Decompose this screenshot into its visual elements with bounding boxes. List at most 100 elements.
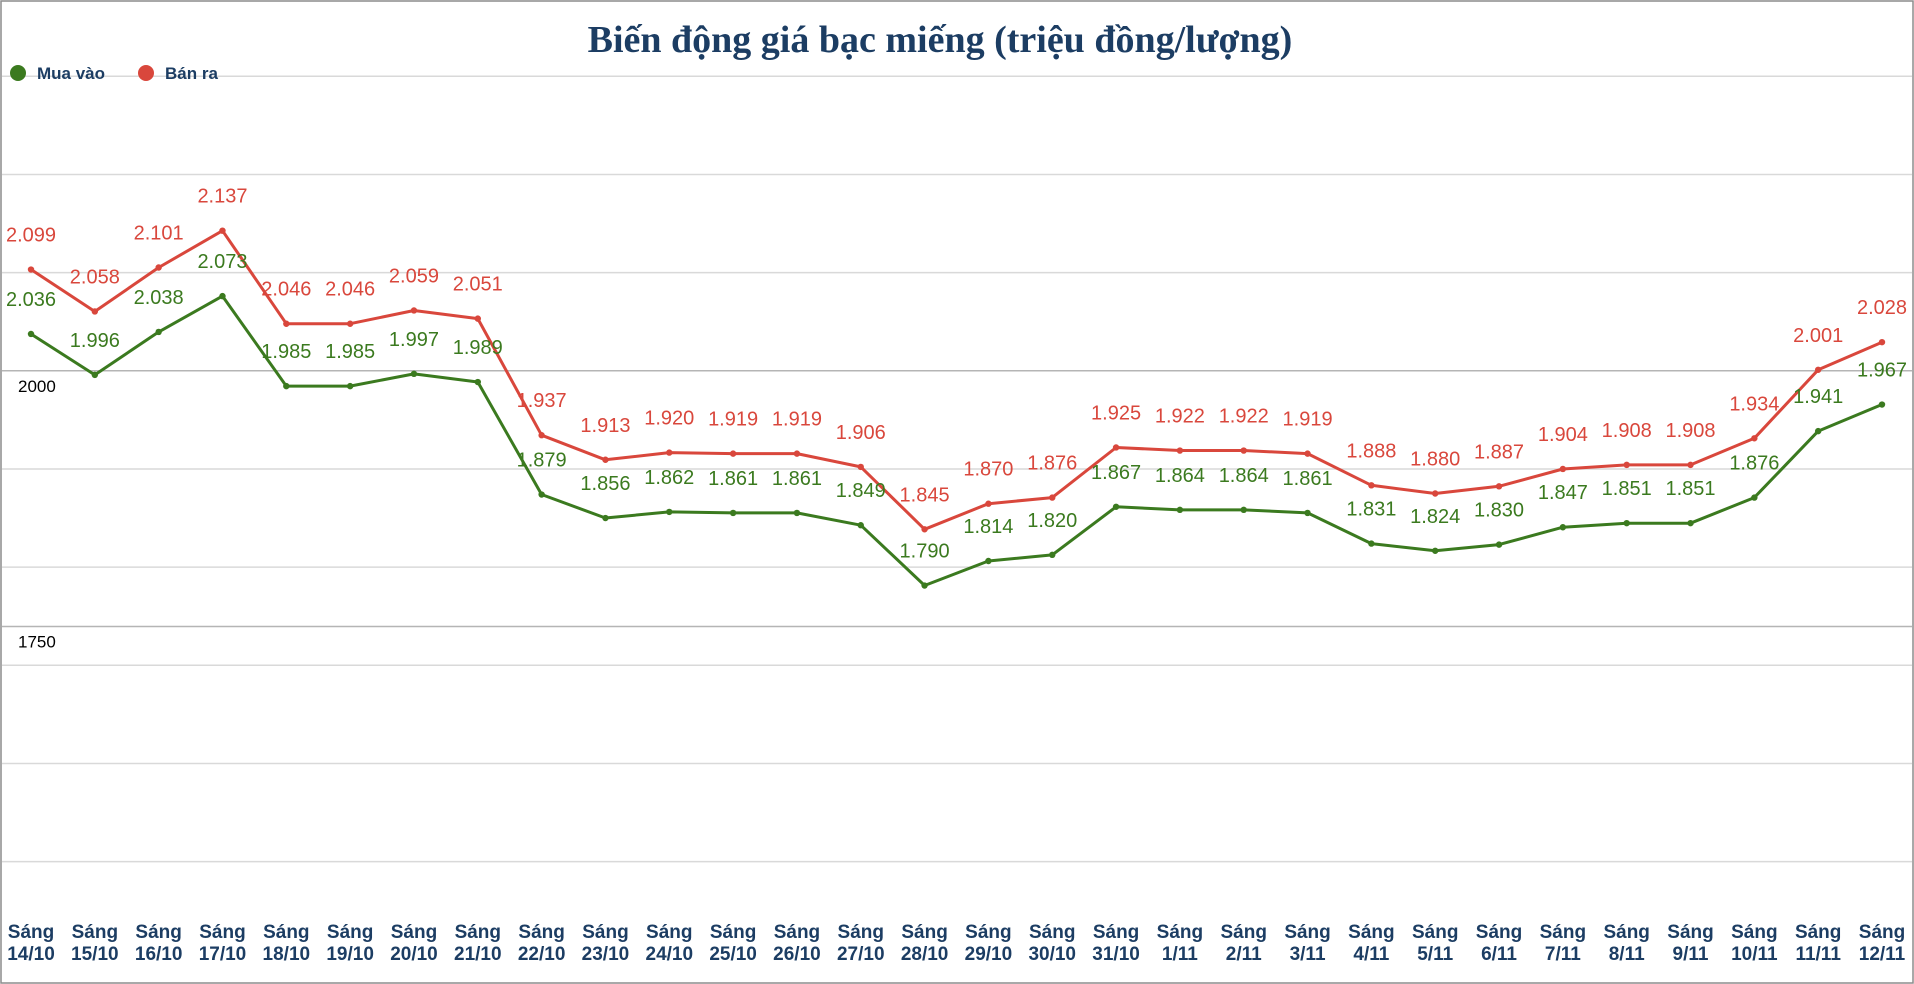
point-mua-vao-25 [1623, 519, 1630, 527]
point-mua-vao-3 [219, 292, 226, 300]
data-label-mua-vao-21: 1.831 [1346, 499, 1396, 521]
xtick-line1-11: Sáng [710, 922, 756, 943]
xtick-line2-25: 8/11 [1609, 944, 1645, 965]
point-mua-vao-24 [1559, 524, 1567, 531]
point-ban-ra-23 [1495, 483, 1503, 490]
point-ban-ra-1 [91, 308, 99, 315]
xtick-label-29: Sáng 12/11 [1859, 922, 1906, 965]
legend-label-mua-vao: Mua vào [37, 64, 105, 83]
xtick-line1-1: Sáng [72, 922, 118, 943]
data-label-mua-vao-15: 1.814 [963, 516, 1013, 538]
data-label-ban-ra-17: 1.925 [1091, 402, 1141, 424]
point-mua-vao-20 [1304, 509, 1311, 517]
xtick-label-21: Sáng 4/11 [1348, 922, 1394, 965]
xtick-line2-15: 29/10 [965, 944, 1013, 965]
y-axis: 1750 2000 [2, 370, 1912, 651]
data-label-mua-vao-13: 1.849 [836, 480, 886, 502]
data-label-mua-vao-1: 1.996 [70, 330, 120, 352]
data-label-ban-ra-1: 2.058 [70, 266, 120, 288]
xtick-line2-29: 12/11 [1859, 944, 1906, 965]
xtick-line2-1: 15/10 [71, 944, 119, 965]
data-label-mua-vao-19: 1.864 [1219, 465, 1269, 487]
point-mua-vao-16 [1049, 551, 1056, 559]
ytick-label-2000: 2000 [18, 377, 56, 396]
xtick-line1-16: Sáng [1029, 922, 1075, 943]
data-label-mua-vao-14: 1.790 [900, 541, 950, 563]
point-mua-vao-10 [666, 508, 673, 516]
point-ban-ra-15 [985, 500, 992, 507]
point-ban-ra-21 [1368, 482, 1375, 489]
data-label-ban-ra-8: 1.937 [517, 390, 567, 412]
point-ban-ra-17 [1112, 444, 1120, 451]
point-mua-vao-4 [283, 382, 290, 390]
series: 2.036 1.996 2.038 2.073 1.985 1.985 1.997 1.989… [6, 186, 1907, 589]
data-label-ban-ra-24: 1.904 [1538, 424, 1588, 446]
xtick-label-23: Sáng 6/11 [1476, 922, 1522, 965]
data-label-ban-ra-14: 1.845 [900, 484, 950, 506]
xtick-label-10: Sáng 24/10 [646, 922, 694, 965]
point-ban-ra-11 [729, 450, 737, 457]
xtick-line1-5: Sáng [327, 922, 373, 943]
xtick-line1-3: Sáng [199, 922, 245, 943]
xtick-label-18: Sáng 1/11 [1157, 922, 1203, 965]
data-label-mua-vao-24: 1.847 [1538, 482, 1588, 504]
xtick-line2-21: 4/11 [1353, 944, 1389, 965]
xtick-line2-0: 14/10 [7, 944, 55, 965]
xtick-line1-28: Sáng [1795, 922, 1841, 943]
xtick-line2-13: 27/10 [837, 944, 885, 965]
data-label-ban-ra-22: 1.880 [1410, 449, 1460, 471]
data-label-ban-ra-11: 1.919 [708, 409, 758, 431]
point-ban-ra-25 [1623, 461, 1630, 469]
point-mua-vao-28 [1814, 427, 1822, 435]
chart-title: Biến động giá bạc miếng (triệu đồng/lượn… [588, 19, 1293, 61]
point-ban-ra-29 [1878, 338, 1886, 346]
data-label-mua-vao-29: 1.967 [1857, 360, 1907, 382]
xtick-line2-27: 10/11 [1731, 944, 1778, 965]
data-label-ban-ra-28: 2.001 [1793, 325, 1843, 347]
xtick-label-26: Sáng 9/11 [1667, 922, 1713, 965]
point-mua-vao-0 [27, 330, 35, 338]
data-label-ban-ra-0: 2.099 [6, 225, 56, 247]
xtick-line1-13: Sáng [838, 922, 884, 943]
xtick-label-11: Sáng 25/10 [709, 922, 757, 965]
xtick-line1-6: Sáng [391, 922, 437, 943]
xtick-line1-2: Sáng [135, 922, 181, 943]
data-label-ban-ra-15: 1.870 [963, 459, 1013, 481]
xtick-line1-26: Sáng [1667, 922, 1713, 943]
data-label-mua-vao-28: 1.941 [1793, 386, 1843, 408]
xtick-label-5: Sáng 19/10 [326, 922, 374, 965]
data-label-ban-ra-25: 1.908 [1602, 420, 1652, 442]
data-label-ban-ra-4: 2.046 [261, 279, 311, 301]
data-label-ban-ra-10: 1.920 [644, 408, 694, 430]
data-label-ban-ra-29: 2.028 [1857, 297, 1907, 319]
point-ban-ra-9 [602, 456, 609, 463]
xtick-line2-19: 2/11 [1226, 944, 1262, 965]
xtick-line2-7: 21/10 [454, 944, 502, 965]
data-label-ban-ra-5: 2.046 [325, 279, 375, 301]
legend-marker-ban-ra [138, 65, 154, 81]
gridlines [2, 75, 1912, 863]
xtick-line1-4: Sáng [263, 922, 309, 943]
xtick-line2-14: 28/10 [901, 944, 949, 965]
xtick-line1-8: Sáng [518, 922, 564, 943]
point-ban-ra-19 [1240, 447, 1247, 454]
data-label-ban-ra-9: 1.913 [580, 415, 630, 437]
data-label-mua-vao-16: 1.820 [1027, 510, 1077, 532]
point-ban-ra-24 [1559, 465, 1567, 473]
point-ban-ra-16 [1049, 494, 1056, 501]
xtick-label-27: Sáng 10/11 [1731, 922, 1778, 965]
data-label-mua-vao-5: 1.985 [325, 341, 375, 363]
point-ban-ra-10 [666, 449, 673, 456]
xtick-label-25: Sáng 8/11 [1603, 922, 1649, 965]
xtick-line1-18: Sáng [1157, 922, 1203, 943]
xtick-line1-23: Sáng [1476, 922, 1522, 943]
data-label-mua-vao-6: 1.997 [389, 329, 439, 351]
point-ban-ra-8 [538, 432, 545, 439]
point-ban-ra-28 [1814, 366, 1822, 373]
point-mua-vao-12 [793, 509, 801, 517]
xtick-line2-23: 6/11 [1481, 944, 1517, 965]
xtick-line1-15: Sáng [965, 922, 1011, 943]
xtick-label-16: Sáng 30/10 [1028, 922, 1076, 965]
xtick-line2-2: 16/10 [135, 944, 183, 965]
